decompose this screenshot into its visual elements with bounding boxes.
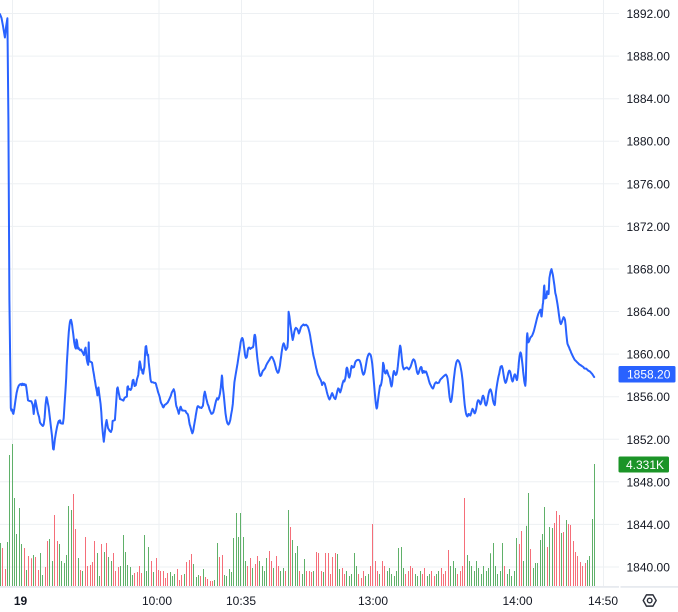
- svg-text:1840.00: 1840.00: [627, 561, 671, 575]
- svg-text:1884.00: 1884.00: [627, 92, 671, 106]
- svg-text:1880.00: 1880.00: [627, 135, 671, 149]
- svg-text:1876.00: 1876.00: [627, 177, 671, 191]
- svg-text:1856.00: 1856.00: [627, 390, 671, 404]
- svg-text:1844.00: 1844.00: [627, 518, 671, 532]
- svg-text:1858.20: 1858.20: [627, 368, 671, 382]
- svg-text:1860.00: 1860.00: [627, 348, 671, 362]
- svg-text:19: 19: [14, 594, 28, 608]
- svg-text:14:50: 14:50: [588, 594, 618, 608]
- svg-text:10:00: 10:00: [142, 594, 172, 608]
- svg-text:1864.00: 1864.00: [627, 305, 671, 319]
- svg-text:1852.00: 1852.00: [627, 433, 671, 447]
- svg-text:14:00: 14:00: [502, 594, 532, 608]
- svg-text:1868.00: 1868.00: [627, 263, 671, 277]
- svg-text:13:00: 13:00: [358, 594, 388, 608]
- svg-text:1872.00: 1872.00: [627, 220, 671, 234]
- svg-text:1892.00: 1892.00: [627, 7, 671, 21]
- svg-text:10:35: 10:35: [226, 594, 256, 608]
- svg-text:4.331K: 4.331K: [626, 458, 664, 472]
- svg-text:1848.00: 1848.00: [627, 475, 671, 489]
- svg-text:1888.00: 1888.00: [627, 50, 671, 64]
